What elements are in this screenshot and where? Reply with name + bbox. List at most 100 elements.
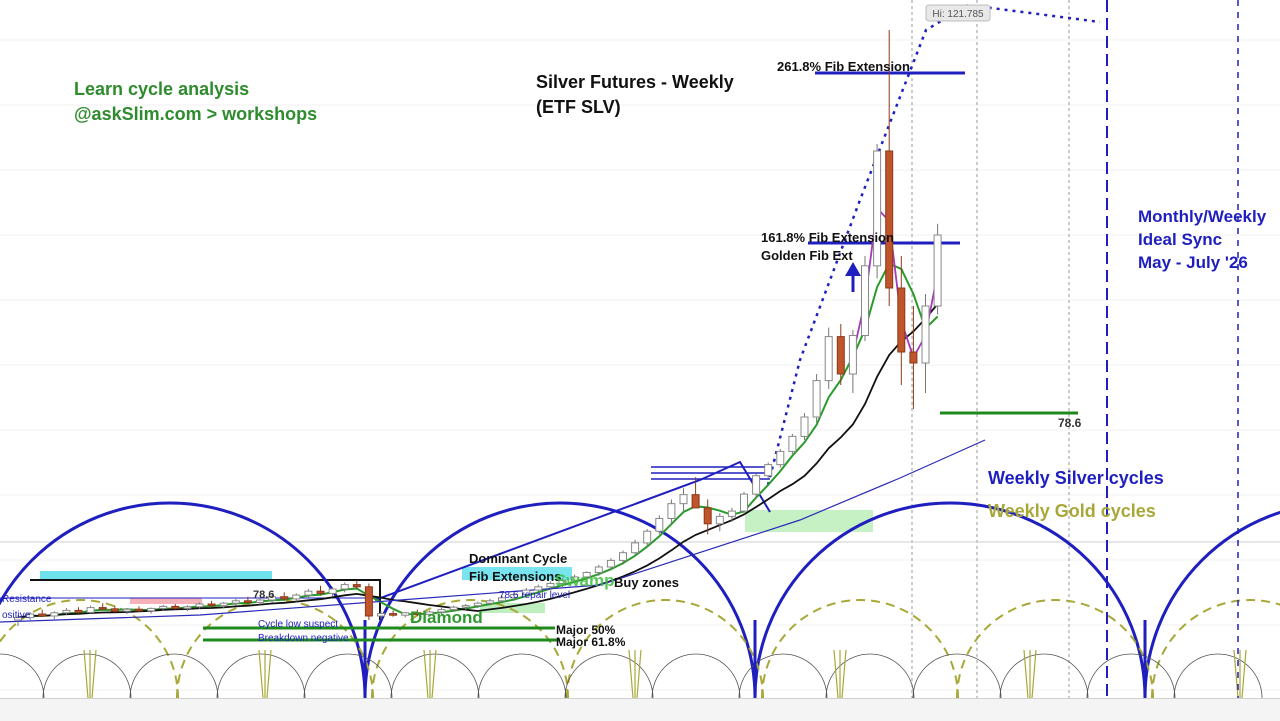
candle-body: [534, 586, 543, 591]
candle: [256, 597, 264, 605]
candle-body: [485, 600, 494, 604]
candle-body: [280, 596, 289, 600]
candle-body: [691, 494, 700, 509]
sync-note-line-3: May - July '26: [1138, 253, 1248, 272]
breakdown-negative-label: Breakdown negative: [258, 633, 349, 644]
gold-cycle-arc: [371, 599, 569, 699]
major-50-label: Major 50%: [556, 623, 616, 637]
candle-body: [195, 603, 204, 608]
candle: [727, 507, 736, 522]
candle: [62, 608, 71, 616]
pink-zone: [130, 598, 202, 604]
candle-body: [425, 611, 434, 615]
candle-body: [159, 605, 168, 609]
minor-cycle-arc: [1086, 653, 1176, 699]
minor-cycle-arc: [999, 653, 1089, 699]
candle-body: [316, 590, 325, 594]
candle: [98, 603, 107, 610]
candle: [619, 550, 627, 565]
major-618-label: Major 61.8%: [556, 635, 626, 649]
sync-note-line-2: Ideal Sync: [1138, 230, 1222, 249]
minor-cycle-arc: [42, 653, 132, 699]
candle-body: [340, 584, 349, 590]
candle-body: [522, 589, 531, 595]
gold-cycle-arc: [0, 599, 179, 699]
gold-low-marker: [636, 649, 642, 699]
candle-body: [498, 597, 506, 602]
box-outline: [30, 579, 381, 620]
candle: [461, 604, 470, 611]
gold-low-marker: [1031, 649, 1037, 699]
candle: [848, 330, 857, 393]
resistance-zone: [40, 571, 272, 580]
candle: [304, 589, 313, 598]
candle-body: [389, 613, 398, 616]
candle: [183, 605, 192, 612]
hi-price-tag: Hi: 121.785: [925, 4, 991, 22]
gold-low-marker: [628, 649, 634, 699]
candle: [909, 306, 918, 409]
minor-cycle-arc: [651, 653, 741, 699]
candle-body: [122, 608, 131, 612]
candle-body: [461, 605, 470, 608]
candle-body: [352, 584, 361, 588]
minor-cycle-arc: [477, 653, 567, 699]
candle: [667, 499, 676, 524]
candle-body: [788, 435, 797, 452]
candle-body: [776, 450, 785, 466]
candle: [147, 607, 156, 614]
fib-1618-label: 161.8% Fib Extension: [761, 230, 894, 245]
candle: [171, 604, 180, 610]
candle: [498, 595, 506, 604]
candle: [655, 515, 664, 535]
sync-note-line-1: Monthly/Weekly: [1138, 207, 1267, 226]
candle: [425, 610, 434, 616]
gold-low-marker: [833, 649, 839, 699]
candle-body: [243, 600, 252, 603]
gold-low-marker: [841, 649, 847, 699]
fib-2618-label: 261.8% Fib Extension: [777, 59, 910, 74]
candle: [195, 602, 204, 609]
candle-body: [364, 586, 373, 617]
fib-extension-zone: [462, 567, 572, 580]
candle-body: [727, 510, 736, 517]
candle-body: [256, 599, 264, 603]
candle: [836, 324, 845, 385]
candle: [631, 539, 640, 556]
repair-level-label: 78.6 repair level: [499, 590, 570, 601]
candle: [510, 592, 519, 601]
candle: [776, 449, 785, 468]
candle: [74, 607, 83, 615]
candle-body: [38, 613, 47, 617]
candle: [897, 256, 906, 385]
candle: [715, 513, 724, 532]
gold-cycle-arc: [1151, 599, 1280, 699]
candle-body: [171, 605, 180, 609]
candle-body: [703, 507, 712, 525]
candle: [38, 609, 47, 617]
minor-cycle-arc: [564, 653, 654, 699]
hi-price-label: Hi: 121.785: [932, 9, 984, 20]
candle: [135, 606, 143, 612]
dominant-cycle-label: Dominant Cycle: [469, 551, 567, 566]
candle-body: [14, 617, 22, 621]
annotation-zones: [30, 510, 873, 620]
candle: [207, 600, 216, 608]
candle: [522, 587, 531, 598]
candle: [921, 294, 930, 393]
candle-body: [219, 602, 228, 607]
candle: [86, 605, 95, 614]
candle-body: [510, 594, 519, 599]
resistance-label: Resistance: [2, 594, 52, 605]
candle-body: [594, 566, 603, 573]
candle-body: [135, 608, 143, 612]
candle-body: [292, 594, 301, 600]
minor-cycle-arc: [129, 653, 219, 699]
candle: [594, 564, 603, 576]
candle-body: [304, 590, 313, 596]
gold-cycle-arc: [956, 599, 1154, 699]
candle: [316, 585, 325, 596]
gold-low-marker: [91, 649, 97, 699]
buy-zones-label: Buy zones: [614, 575, 679, 590]
gold-low-marker: [423, 649, 429, 699]
